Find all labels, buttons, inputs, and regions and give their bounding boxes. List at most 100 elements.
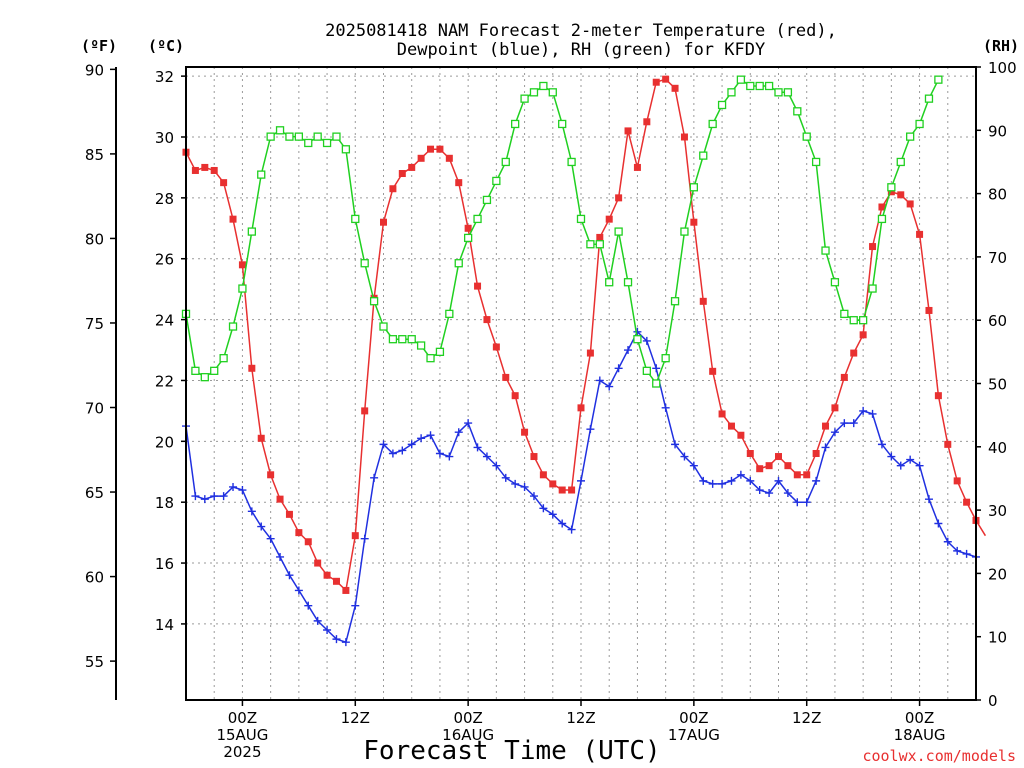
- temperature-point: [549, 480, 557, 488]
- dewpoint-point: [219, 492, 228, 501]
- rh-point: [764, 81, 774, 91]
- dewpoint-point: [783, 489, 792, 498]
- dewpoint-point: [642, 336, 651, 345]
- rh-tick-label: 100: [988, 59, 1017, 77]
- time-tick-label: 17AUG: [668, 726, 720, 744]
- dewpoint-point: [398, 446, 407, 455]
- time-tick-label: 12Z: [792, 709, 821, 727]
- temperature-point: [436, 145, 444, 153]
- rh-point: [840, 309, 849, 319]
- dewpoint-point: [671, 440, 680, 449]
- dewpoint-point: [605, 382, 614, 391]
- rh-point: [670, 297, 680, 306]
- rh-point: [322, 138, 332, 148]
- temperature-point: [586, 349, 594, 357]
- temperature-point: [285, 510, 293, 518]
- temperature-point: [916, 230, 924, 238]
- temperature-point: [727, 422, 735, 430]
- dewpoint-point: [210, 492, 219, 501]
- fahrenheit-tick-label: 75: [85, 315, 104, 333]
- dewpoint-point: [746, 476, 755, 485]
- rh-point: [294, 132, 304, 141]
- dewpoint-point: [548, 510, 557, 519]
- rh-point: [830, 278, 840, 287]
- dewpoint-point: [294, 586, 303, 595]
- temperature-point: [389, 185, 397, 193]
- series-dewpoint: [182, 327, 980, 647]
- dewpoint-point: [953, 546, 962, 555]
- dewpoint-point: [266, 534, 275, 543]
- fahrenheit-tick-label: 55: [85, 653, 104, 671]
- dewpoint-point: [426, 431, 435, 440]
- rh-point: [435, 347, 445, 357]
- dewpoint-point: [812, 476, 821, 485]
- temperature-point: [483, 316, 491, 324]
- temperature-point: [633, 163, 641, 171]
- dewpoint-point: [586, 425, 595, 434]
- temperature-point: [615, 194, 623, 202]
- temperature-point: [643, 118, 651, 126]
- temperature-point: [314, 559, 322, 567]
- temperature-point: [502, 373, 510, 381]
- dewpoint-point: [492, 461, 501, 470]
- dewpoint-point: [727, 476, 736, 485]
- dewpoint-point: [962, 549, 971, 558]
- rh-point: [811, 157, 821, 167]
- rh-point: [642, 366, 651, 375]
- temperature-point: [662, 75, 670, 83]
- series-temperature: [182, 75, 987, 594]
- dewpoint-point: [473, 443, 482, 452]
- rh-point: [717, 100, 727, 110]
- dewpoint-point: [558, 519, 567, 528]
- rh-point: [652, 379, 661, 388]
- time-tick-label: 2025: [223, 743, 261, 761]
- dewpoint-point: [360, 534, 369, 543]
- time-tick-label: 00Z: [453, 709, 482, 727]
- rh-tick-label: 0: [988, 692, 998, 710]
- temperature-point: [351, 532, 359, 540]
- dewpoint-point: [257, 522, 266, 531]
- dewpoint-point: [454, 428, 463, 437]
- time-tick-label: 12Z: [341, 709, 370, 727]
- celsius-tick-label: 30: [155, 129, 174, 147]
- temperature-point: [332, 577, 340, 585]
- celsius-tick-label: 20: [155, 433, 174, 451]
- temperature-point: [267, 471, 275, 479]
- rh-point: [332, 132, 341, 141]
- temperature-point: [680, 133, 688, 141]
- rh-point: [520, 94, 529, 103]
- temperature-point: [191, 166, 199, 174]
- rh-point: [266, 132, 275, 141]
- dewpoint-point: [859, 406, 868, 415]
- celsius-tick-label: 24: [155, 312, 174, 330]
- dewpoint-point: [840, 419, 849, 428]
- temperature-point: [822, 422, 830, 430]
- temperature-point: [690, 218, 698, 226]
- time-tick-label: 15AUG: [216, 726, 268, 744]
- y-axis-label-rh: (RH): [983, 37, 1019, 55]
- dewpoint-point: [699, 476, 708, 485]
- temperature-point: [944, 440, 952, 448]
- rh-point: [492, 176, 501, 186]
- temperature-point: [793, 471, 801, 479]
- rh-point: [275, 126, 285, 135]
- rh-point: [228, 322, 238, 331]
- dewpoint-point: [896, 461, 905, 470]
- temperature-point: [492, 343, 500, 351]
- temperature-point: [906, 200, 914, 208]
- dewpoint-point: [370, 473, 379, 482]
- dewpoint-point: [341, 638, 350, 647]
- rh-point: [849, 316, 858, 325]
- temperature-point: [220, 179, 228, 187]
- dewpoint-point: [247, 507, 256, 516]
- rh-point: [379, 322, 388, 331]
- rh-point: [699, 151, 708, 160]
- temperature-point: [521, 428, 529, 436]
- temperature-point: [925, 306, 933, 314]
- temperature-point: [380, 218, 387, 226]
- y-axis-label-fahrenheit: (ºF): [81, 37, 117, 55]
- rh-point: [398, 335, 407, 344]
- rh-point: [426, 354, 435, 363]
- dewpoint-point: [689, 461, 698, 470]
- dewpoint-point: [830, 428, 839, 437]
